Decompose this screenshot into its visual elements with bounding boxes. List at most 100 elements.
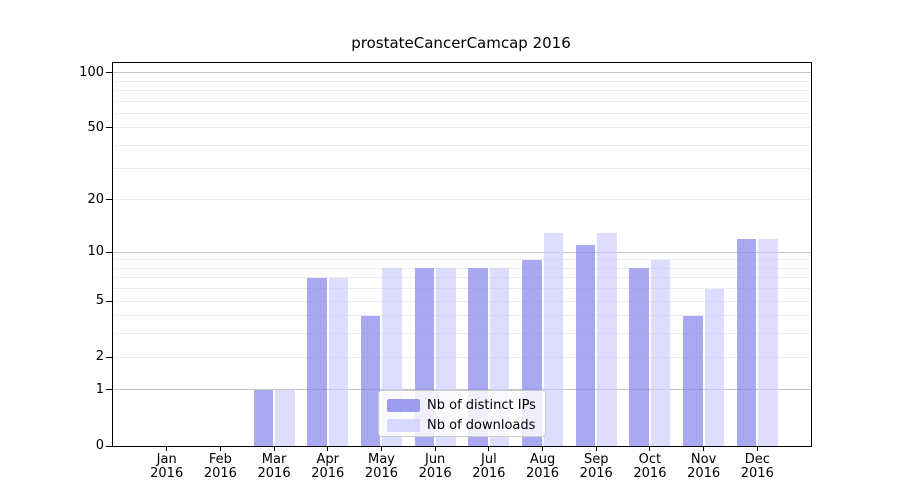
x-tick-label-month-jan: Jan xyxy=(156,452,177,467)
gridline-major-10 xyxy=(113,251,811,253)
bar-distinct-ips-oct xyxy=(629,268,649,446)
bar-downloads-dec xyxy=(758,238,778,446)
gridline-major-1 xyxy=(113,389,811,391)
x-tick-label-feb: Feb 2016 xyxy=(188,453,252,481)
y-tick-label-100: 100 xyxy=(79,64,104,80)
x-tick-label-dec: Dec 2016 xyxy=(725,453,789,481)
plot-area: Nb of distinct IPs Nb of downloads xyxy=(112,62,812,447)
x-tick-label-year-nov: 2016 xyxy=(687,466,721,481)
x-tick-label-month-jun: Jun xyxy=(424,452,446,467)
legend: Nb of distinct IPs Nb of downloads xyxy=(378,390,546,437)
y-tick-20 xyxy=(106,199,112,201)
x-tick-label-month-may: May xyxy=(368,452,395,467)
x-tick-label-may: May 2016 xyxy=(349,453,413,481)
y-tick-label-5: 5 xyxy=(95,293,104,309)
x-tick-label-nov: Nov 2016 xyxy=(672,453,736,481)
y-tick-label-2: 2 xyxy=(95,349,104,365)
gridline-minor-40 xyxy=(113,145,811,147)
y-tick-label-20: 20 xyxy=(87,191,104,207)
y-tick-1 xyxy=(106,389,112,391)
gridline-minor-8 xyxy=(113,267,811,269)
x-tick-feb xyxy=(219,446,221,451)
x-tick-jun xyxy=(434,446,436,451)
bar-downloads-aug xyxy=(543,232,564,446)
x-tick-label-month-nov: Nov xyxy=(690,452,717,467)
y-tick-10 xyxy=(106,251,112,253)
x-tick-sep xyxy=(595,446,597,451)
y-tick-0 xyxy=(106,445,112,447)
y-tick-label-0: 0 xyxy=(95,438,104,453)
legend-swatch-distinct-ips xyxy=(387,398,420,412)
bar-distinct-ips-apr xyxy=(307,277,327,446)
legend-swatch-downloads xyxy=(387,418,420,432)
chart-title: prostateCancerCamcap 2016 xyxy=(351,34,571,52)
gridline-minor-20 xyxy=(113,199,811,201)
bar-distinct-ips-mar xyxy=(253,389,274,446)
x-tick-label-month-aug: Aug xyxy=(529,452,556,467)
x-tick-label-year-oct: 2016 xyxy=(633,466,667,481)
x-tick-label-year-may: 2016 xyxy=(364,466,398,481)
x-tick-label-year-jan: 2016 xyxy=(150,466,184,481)
gridline-minor-7 xyxy=(113,277,811,279)
y-tick-label-50: 50 xyxy=(87,119,104,135)
x-tick-label-sep: Sep 2016 xyxy=(564,453,628,481)
bar-distinct-ips-may xyxy=(360,315,381,446)
bar-downloads-sep xyxy=(597,232,617,446)
x-tick-label-year-feb: 2016 xyxy=(203,466,237,481)
gridline-major-100 xyxy=(113,72,811,74)
x-tick-label-month-dec: Dec xyxy=(744,452,770,467)
bar-distinct-ips-sep xyxy=(575,245,596,446)
y-tick-label-10: 10 xyxy=(87,244,104,260)
x-tick-label-year-mar: 2016 xyxy=(257,466,291,481)
x-tick-label-mar: Mar 2016 xyxy=(242,453,306,481)
y-tick-100 xyxy=(106,72,112,74)
x-tick-label-month-sep: Sep xyxy=(583,452,609,467)
gridline-minor-50 xyxy=(113,127,811,129)
x-tick-label-month-mar: Mar xyxy=(261,452,287,467)
x-tick-label-jun: Jun 2016 xyxy=(403,453,467,481)
x-tick-label-month-feb: Feb xyxy=(208,452,232,467)
bar-downloads-mar xyxy=(275,389,295,446)
x-tick-label-year-jun: 2016 xyxy=(418,466,452,481)
legend-label-distinct-ips: Nb of distinct IPs xyxy=(427,397,536,413)
x-tick-apr xyxy=(327,446,329,451)
x-tick-label-month-jul: Jul xyxy=(481,452,497,467)
x-tick-label-year-apr: 2016 xyxy=(311,466,345,481)
x-tick-label-apr: Apr 2016 xyxy=(296,453,360,481)
y-tick-50 xyxy=(106,127,112,129)
x-tick-label-jul: Jul 2016 xyxy=(457,453,521,481)
x-tick-label-year-jul: 2016 xyxy=(472,466,506,481)
x-tick-jan xyxy=(166,446,168,451)
gridline-minor-6 xyxy=(113,288,811,290)
legend-item-downloads: Nb of downloads xyxy=(387,415,545,435)
x-tick-dec xyxy=(756,446,758,451)
gridline-minor-70 xyxy=(113,100,811,102)
x-tick-label-jan: Jan 2016 xyxy=(135,453,199,481)
gridline-minor-5 xyxy=(113,300,811,302)
bar-downloads-nov xyxy=(704,288,725,446)
x-tick-nov xyxy=(703,446,705,451)
gridline-minor-9 xyxy=(113,259,811,261)
gridline-minor-90 xyxy=(113,80,811,82)
gridline-minor-30 xyxy=(113,167,811,169)
gridline-minor-60 xyxy=(113,112,811,114)
x-tick-label-year-dec: 2016 xyxy=(740,466,774,481)
y-tick-2 xyxy=(106,356,112,358)
x-tick-mar xyxy=(273,446,275,451)
bar-distinct-ips-dec xyxy=(736,238,757,446)
gridline-minor-3 xyxy=(113,333,811,335)
gridline-minor-80 xyxy=(113,90,811,92)
x-tick-jul xyxy=(488,446,490,451)
legend-label-downloads: Nb of downloads xyxy=(427,417,536,433)
x-tick-label-aug: Aug 2016 xyxy=(511,453,575,481)
legend-item-distinct-ips: Nb of distinct IPs xyxy=(387,395,545,415)
x-tick-oct xyxy=(649,446,651,451)
y-tick-label-1: 1 xyxy=(95,381,104,397)
x-tick-label-year-aug: 2016 xyxy=(525,466,560,481)
x-tick-label-month-oct: Oct xyxy=(638,452,662,467)
x-tick-label-year-sep: 2016 xyxy=(579,466,613,481)
bar-downloads-oct xyxy=(650,259,671,446)
bar-downloads-apr xyxy=(328,277,349,446)
x-tick-may xyxy=(380,446,382,451)
